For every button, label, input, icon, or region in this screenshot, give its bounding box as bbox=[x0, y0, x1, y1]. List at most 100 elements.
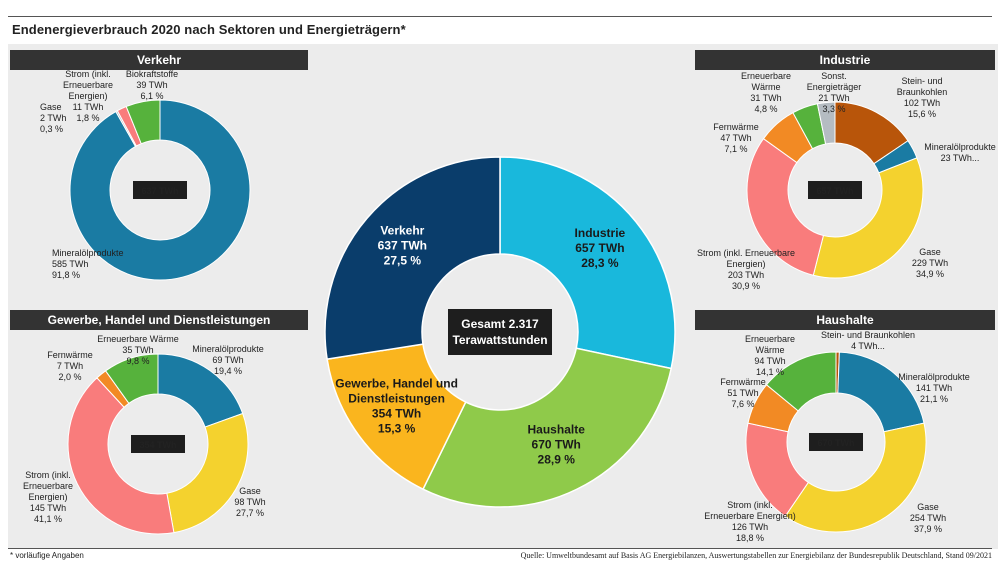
ghd-header: Gewerbe, Handel und Dienstleistungen bbox=[10, 310, 308, 330]
haushalte-slice-erneuerbare-w-rme bbox=[765, 351, 837, 412]
ghd-label-gase-2: 27,7 % bbox=[236, 508, 264, 518]
verkehr-label-strom-inkl-erneuerbare-energien-3: 11 TWh bbox=[73, 102, 104, 112]
source-note: Quelle: Umweltbundesamt auf Basis AG Ene… bbox=[520, 551, 992, 560]
industrie-label-gase-0: Gase bbox=[919, 247, 941, 257]
haushalte-label-strom-inkl-erneuerbare-energien-2: 126 TWh bbox=[732, 522, 768, 532]
verkehr-label-gase-1: 2 TWh bbox=[40, 113, 66, 123]
industrie-label-erneuerbare-w-rme-3: 4,8 % bbox=[754, 104, 777, 114]
verkehr-label-biokraftstoffe-2: 6,1 % bbox=[140, 91, 163, 101]
industrie-label-gase-1: 229 TWh bbox=[912, 258, 948, 268]
industrie-center-label: 657 TWh bbox=[816, 186, 853, 196]
main-label-verkehr-0: Verkehr bbox=[380, 223, 424, 237]
ghd-label-fernw-rme-0: Fernwärme bbox=[47, 350, 93, 360]
verkehr-label-mineral-lprodukte-2: 91,8 % bbox=[52, 270, 80, 280]
main-slice-industrie bbox=[499, 156, 676, 370]
industrie-label-stein-und-braunkohlen-0: Stein- und bbox=[901, 76, 942, 86]
ghd-label-mineral-lprodukte-0: Mineralölprodukte bbox=[192, 344, 264, 354]
haushalte-center-label: 670 TWh bbox=[817, 438, 854, 448]
verkehr-label-strom-inkl-erneuerbare-energien-4: 1,8 % bbox=[76, 113, 99, 123]
haushalte-label-mineral-lprodukte-1: 141 TWh bbox=[916, 383, 952, 393]
industrie-label-fernw-rme-1: 47 TWh bbox=[720, 133, 751, 143]
main-label-haushalte-0: Haushalte bbox=[528, 423, 586, 437]
haushalte-label-mineral-lprodukte-0: Mineralölprodukte bbox=[898, 372, 970, 382]
haushalte-center-box bbox=[809, 433, 863, 451]
industrie-label-sonst-energietr-ger-0: Sonst. bbox=[821, 71, 847, 81]
industrie-label-sonst-energietr-ger-2: 21 TWh bbox=[818, 93, 849, 103]
industrie-label-sonst-energietr-ger-3: 3,3 % bbox=[822, 104, 845, 114]
main-label-industrie-1: 657 TWh bbox=[575, 241, 624, 255]
industrie-slice-strom-inkl-erneuerbare-energien bbox=[746, 137, 825, 276]
ghd-label-erneuerbare-w-rme-1: 35 TWh bbox=[122, 345, 153, 355]
verkehr-label-strom-inkl-erneuerbare-energien-1: Erneuerbare bbox=[63, 80, 113, 90]
ghd-label-strom-inkl-erneuerbare-energien-2: Energien) bbox=[28, 492, 67, 502]
industrie-label-fernw-rme-2: 7,1 % bbox=[724, 144, 747, 154]
haushalte-label-fernw-rme-2: 7,6 % bbox=[731, 399, 754, 409]
verkehr-label-gase-2: 0,3 % bbox=[40, 124, 63, 134]
industrie-label-mineral-lprodukte-1: 23 TWh... bbox=[941, 153, 980, 163]
verkehr-center-box bbox=[133, 181, 187, 199]
verkehr-label-strom-inkl-erneuerbare-energien-2: Energien) bbox=[68, 91, 107, 101]
main-label-industrie-2: 28,3 % bbox=[581, 256, 619, 270]
ghd-slice-erneuerbare-w-rme bbox=[104, 353, 159, 405]
main-label-gewerbe-handel-und-dienstleistungen-2: 354 TWh bbox=[372, 406, 421, 420]
industrie-label-strom-inkl-erneuerbare-energien-2: 203 TWh bbox=[728, 270, 764, 280]
ghd-center-label: 354 TWh bbox=[139, 440, 176, 450]
industrie-label-gase-2: 34,9 % bbox=[916, 269, 944, 279]
main-label-verkehr-2: 27,5 % bbox=[384, 253, 422, 267]
bottom-rule bbox=[8, 548, 992, 549]
industrie-header: Industrie bbox=[695, 50, 995, 70]
industrie-label-sonst-energietr-ger-1: Energieträger bbox=[807, 82, 862, 92]
industrie-slice-gase bbox=[812, 157, 924, 279]
ghd-label-mineral-lprodukte-2: 19,4 % bbox=[214, 366, 242, 376]
haushalte-label-fernw-rme-0: Fernwärme bbox=[720, 377, 766, 387]
ghd-slice-strom-inkl-erneuerbare-energien bbox=[67, 377, 175, 535]
haushalte-label-strom-inkl-erneuerbare-energien-1: Erneuerbare Energien) bbox=[704, 511, 796, 521]
industrie-label-erneuerbare-w-rme-2: 31 TWh bbox=[750, 93, 781, 103]
verkehr-label-mineral-lprodukte-0: Mineralölprodukte bbox=[52, 248, 124, 258]
main-label-gewerbe-handel-und-dienstleistungen-0: Gewerbe, Handel und bbox=[335, 376, 458, 390]
main-slice-gewerbe-handel-und-dienstleistungen bbox=[326, 343, 467, 491]
top-rule bbox=[8, 16, 992, 17]
verkehr-slice-biokraftstoffe bbox=[125, 99, 161, 145]
ghd-label-strom-inkl-erneuerbare-energien-3: 145 TWh bbox=[30, 503, 66, 513]
haushalte-label-mineral-lprodukte-2: 21,1 % bbox=[920, 394, 948, 404]
ghd-label-fernw-rme-2: 2,0 % bbox=[58, 372, 81, 382]
haushalte-label-fernw-rme-1: 51 TWh bbox=[727, 388, 758, 398]
haushalte-label-gase-0: Gase bbox=[917, 502, 939, 512]
main-label-verkehr-1: 637 TWh bbox=[378, 238, 427, 252]
industrie-label-stein-und-braunkohlen-3: 15,6 % bbox=[908, 109, 936, 119]
industrie-label-stein-und-braunkohlen-2: 102 TWh bbox=[904, 98, 940, 108]
haushalte-label-gase-1: 254 TWh bbox=[910, 513, 946, 523]
verkehr-label-mineral-lprodukte-1: 585 TWh bbox=[52, 259, 88, 269]
industrie-label-erneuerbare-w-rme-0: Erneuerbare bbox=[741, 71, 791, 81]
haushalte-slice-gase bbox=[784, 422, 927, 533]
ghd-slice-gase bbox=[166, 412, 249, 534]
ghd-label-erneuerbare-w-rme-0: Erneuerbare Wärme bbox=[97, 334, 179, 344]
ghd-label-gase-0: Gase bbox=[239, 486, 261, 496]
industrie-label-strom-inkl-erneuerbare-energien-1: Energien) bbox=[726, 259, 765, 269]
ghd-center-box bbox=[131, 435, 185, 453]
main-center-label-0: Gesamt 2.317 bbox=[461, 317, 539, 331]
haushalte-label-stein-und-braunkohlen-0: Stein- und Braunkohlen bbox=[821, 330, 915, 340]
industrie-center-box bbox=[808, 181, 862, 199]
verkehr-label-biokraftstoffe-1: 39 TWh bbox=[136, 80, 167, 90]
haushalte-label-erneuerbare-w-rme-0: Erneuerbare bbox=[745, 334, 795, 344]
industrie-label-erneuerbare-w-rme-1: Wärme bbox=[752, 82, 781, 92]
haushalte-label-stein-und-braunkohlen-1: 4 TWh... bbox=[851, 341, 885, 351]
main-label-haushalte-1: 670 TWh bbox=[532, 438, 581, 452]
ghd-label-strom-inkl-erneuerbare-energien-4: 41,1 % bbox=[34, 514, 62, 524]
haushalte-label-strom-inkl-erneuerbare-energien-3: 18,8 % bbox=[736, 533, 764, 543]
haushalte-label-erneuerbare-w-rme-2: 94 TWh bbox=[754, 356, 785, 366]
industrie-label-stein-und-braunkohlen-1: Braunkohlen bbox=[897, 87, 948, 97]
chart-title: Endenergieverbrauch 2020 nach Sektoren u… bbox=[12, 22, 406, 37]
verkehr-label-strom-inkl-erneuerbare-energien-0: Strom (inkl. bbox=[65, 69, 111, 79]
ghd-label-gase-1: 98 TWh bbox=[234, 497, 265, 507]
verkehr-center-label: 637 TWh bbox=[141, 186, 178, 196]
ghd-label-fernw-rme-1: 7 TWh bbox=[57, 361, 83, 371]
main-label-gewerbe-handel-und-dienstleistungen-3: 15,3 % bbox=[378, 421, 416, 435]
